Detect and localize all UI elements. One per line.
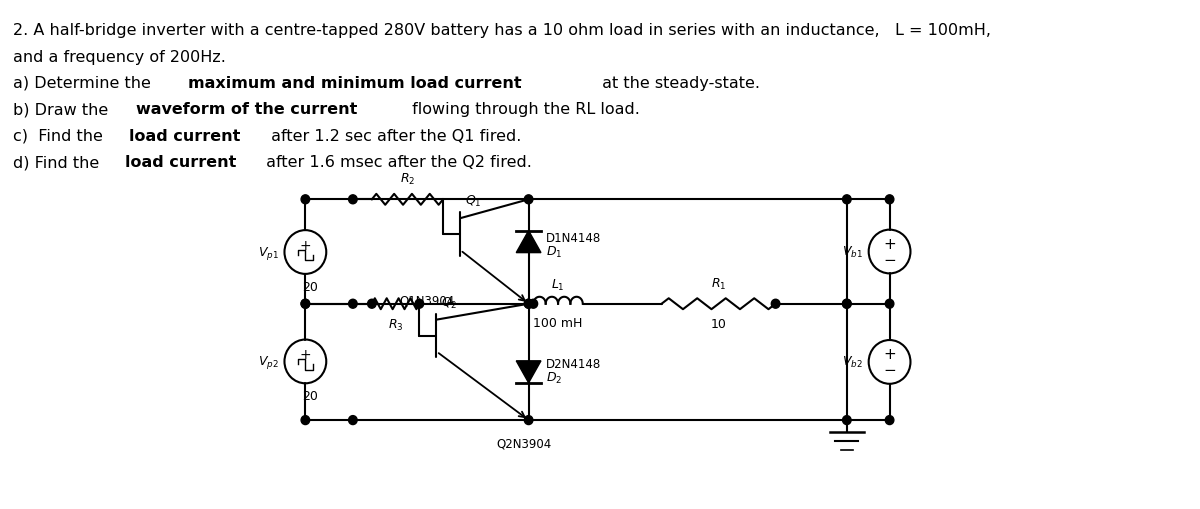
Text: c)  Find the: c) Find the <box>13 128 108 144</box>
Text: $R_1$: $R_1$ <box>710 276 726 291</box>
Text: +: + <box>883 347 896 362</box>
Text: $R_2$: $R_2$ <box>400 172 415 187</box>
Text: maximum and minimum load current: maximum and minimum load current <box>188 76 522 91</box>
Circle shape <box>524 300 533 308</box>
Text: waveform of the current: waveform of the current <box>136 102 358 117</box>
Circle shape <box>886 195 894 205</box>
Circle shape <box>842 195 851 205</box>
Circle shape <box>842 300 851 308</box>
Text: d) Find the: d) Find the <box>13 155 104 169</box>
Text: after 1.6 msec after the Q2 fired.: after 1.6 msec after the Q2 fired. <box>262 155 532 169</box>
Text: and a frequency of 200Hz.: and a frequency of 200Hz. <box>13 49 226 65</box>
Text: 2. A half-bridge inverter with a centre-tapped 280V battery has a 10 ohm load in: 2. A half-bridge inverter with a centre-… <box>13 23 991 38</box>
Circle shape <box>301 300 310 308</box>
Polygon shape <box>516 231 541 253</box>
Text: $V_{p2}$: $V_{p2}$ <box>258 353 278 370</box>
Circle shape <box>772 300 780 308</box>
Text: D2N4148: D2N4148 <box>546 358 601 371</box>
Circle shape <box>348 195 358 205</box>
Text: b) Draw the: b) Draw the <box>13 102 113 117</box>
Text: Q1N3904: Q1N3904 <box>400 294 455 307</box>
Text: $V_{b1}$: $V_{b1}$ <box>842 244 863 260</box>
Text: −: − <box>883 362 896 378</box>
Circle shape <box>301 416 310 425</box>
Circle shape <box>301 300 310 308</box>
Text: 100 mH: 100 mH <box>533 316 583 329</box>
Text: $Q_1$: $Q_1$ <box>464 194 481 209</box>
Text: $D_2$: $D_2$ <box>546 371 562 386</box>
Text: $D_1$: $D_1$ <box>546 244 562 260</box>
Text: 20: 20 <box>302 280 318 293</box>
Text: $R_3$: $R_3$ <box>388 317 403 332</box>
Text: 20: 20 <box>302 389 318 403</box>
Circle shape <box>886 300 894 308</box>
Text: +: + <box>883 237 896 251</box>
Text: Q2N3904: Q2N3904 <box>497 436 552 449</box>
Circle shape <box>524 195 533 205</box>
Text: flowing through the RL load.: flowing through the RL load. <box>407 102 640 117</box>
Text: a) Determine the: a) Determine the <box>13 76 156 91</box>
Circle shape <box>524 300 533 308</box>
Polygon shape <box>516 361 541 383</box>
Text: $V_{b2}$: $V_{b2}$ <box>842 355 863 370</box>
Circle shape <box>529 300 538 308</box>
Circle shape <box>301 195 310 205</box>
Text: load current: load current <box>130 128 241 144</box>
Text: $V_{p1}$: $V_{p1}$ <box>258 244 278 261</box>
Text: $Q_2$: $Q_2$ <box>442 295 457 310</box>
Circle shape <box>415 300 424 308</box>
Circle shape <box>348 416 358 425</box>
Text: 10: 10 <box>710 317 726 330</box>
Text: +: + <box>300 348 311 362</box>
Circle shape <box>886 416 894 425</box>
Circle shape <box>348 300 358 308</box>
Text: after 1.2 sec after the Q1 fired.: after 1.2 sec after the Q1 fired. <box>265 128 521 144</box>
Circle shape <box>842 416 851 425</box>
Text: −: − <box>883 252 896 267</box>
Circle shape <box>367 300 376 308</box>
Text: D1N4148: D1N4148 <box>546 232 601 245</box>
Circle shape <box>842 300 851 308</box>
Circle shape <box>524 416 533 425</box>
Text: at the steady-state.: at the steady-state. <box>596 76 760 91</box>
Text: +: + <box>300 239 311 252</box>
Text: load current: load current <box>125 155 236 169</box>
Text: $L_1$: $L_1$ <box>551 277 565 292</box>
